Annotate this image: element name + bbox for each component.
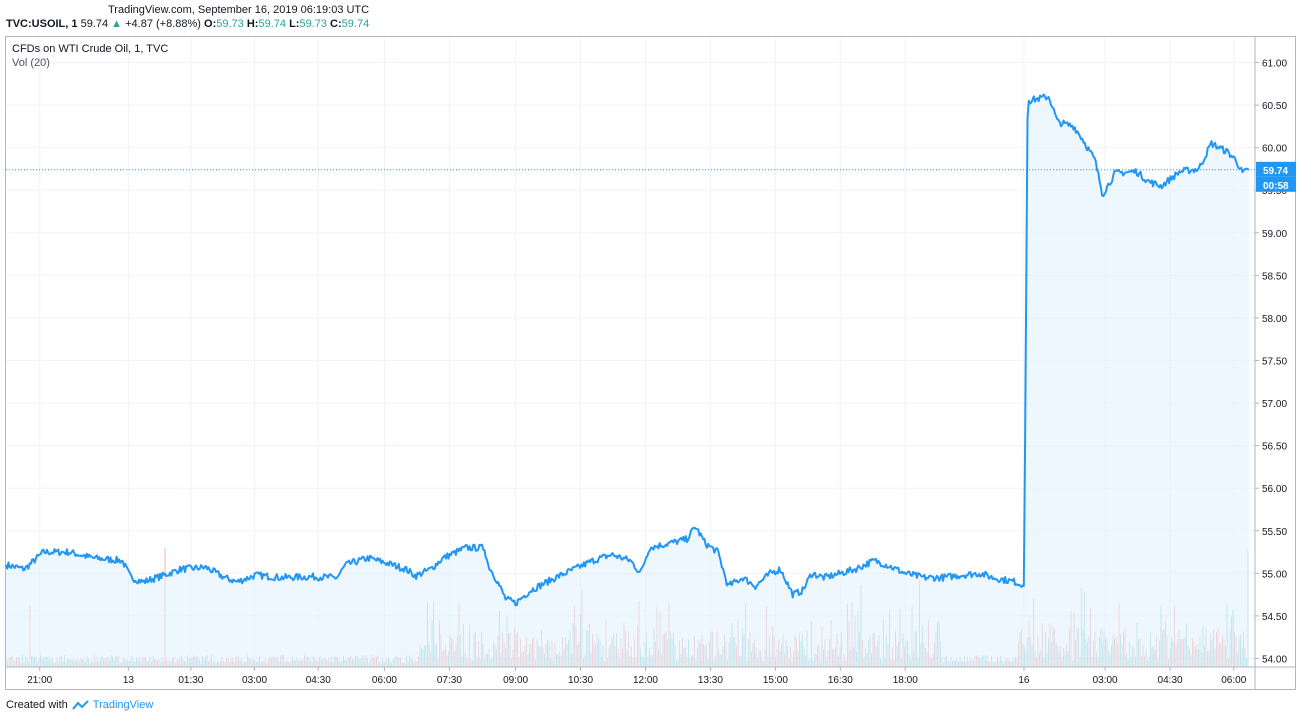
x-tick-label: 04:30 [306, 675, 331, 686]
x-tick-label: 13 [123, 675, 135, 686]
price-area-fill [6, 94, 1249, 668]
price-axis[interactable]: 61.0060.5060.0059.5059.0058.5058.0057.50… [1254, 37, 1287, 689]
y-tick-label: 58.50 [1262, 271, 1287, 282]
ohlc-bar: TVC:USOIL, 1 59.74 ▲ +4.87 (+8.88%) O:59… [6, 18, 369, 30]
x-tick-label: 16:30 [828, 675, 853, 686]
y-tick-label: 61.00 [1262, 59, 1287, 70]
last-price-label: 59.74 [1263, 166, 1288, 177]
x-tick-label: 10:30 [568, 675, 593, 686]
chart-frame[interactable] [5, 36, 1296, 690]
x-tick-label: 01:30 [178, 675, 203, 686]
x-tick-label: 18:00 [893, 675, 918, 686]
x-tick-label: 21:00 [27, 675, 52, 686]
y-tick-label: 60.00 [1262, 144, 1287, 155]
x-tick-label: 04:30 [1158, 675, 1183, 686]
close-label: C: [330, 18, 342, 30]
x-tick-label: 16 [1018, 675, 1030, 686]
volume-legend[interactable]: Vol (20) [12, 57, 50, 69]
last-price: 59.74 [80, 18, 109, 30]
countdown-badge [1256, 176, 1296, 192]
low-label: L: [289, 18, 300, 30]
x-tick-label: 03:00 [1093, 675, 1118, 686]
footer: Created with TradingView [6, 699, 153, 711]
last-price-badge [1256, 161, 1296, 177]
series-legend[interactable]: CFDs on WTI Crude Oil, 1, TVC [12, 43, 169, 55]
source-line: TradingView.com, September 16, 2019 06:1… [108, 4, 370, 16]
x-tick-label: 03:00 [242, 675, 267, 686]
y-tick-label: 55.00 [1262, 569, 1287, 580]
high-value: 59.74 [258, 18, 286, 30]
y-tick-label: 58.00 [1262, 314, 1287, 325]
open-value: 59.73 [216, 18, 244, 30]
x-tick-label: 15:00 [763, 675, 788, 686]
y-tick-label: 59.00 [1262, 229, 1287, 240]
price-area [5, 93, 1250, 668]
x-tick-label: 12:00 [633, 675, 658, 686]
y-tick-label: 56.50 [1262, 442, 1287, 453]
y-tick-label: 57.50 [1262, 357, 1287, 368]
x-tick-label: 13:30 [698, 675, 723, 686]
open-label: O: [204, 18, 217, 30]
x-tick-label: 07:30 [437, 675, 462, 686]
symbol: TVC:USOIL, 1 [6, 18, 78, 30]
created-with-label: Created with [6, 699, 68, 711]
y-tick-label: 56.00 [1262, 484, 1287, 495]
y-tick-label: 54.50 [1262, 612, 1287, 623]
y-tick-label: 54.00 [1262, 654, 1287, 665]
price-line [5, 93, 1250, 607]
low-value: 59.73 [299, 18, 327, 30]
y-tick-label: 60.50 [1262, 101, 1287, 112]
y-tick-label: 55.50 [1262, 527, 1287, 538]
x-tick-label: 06:00 [372, 675, 397, 686]
countdown-label: 00:58 [1263, 181, 1289, 192]
time-axis[interactable]: 21:00 13 01:30 03:00 04:30 06:00 07:30 09:00 10:… [6, 666, 1296, 686]
up-arrow-icon: ▲ [111, 18, 123, 30]
price-badges: 59.74 00:58 [6, 161, 1296, 192]
tradingview-logo-icon [71, 700, 89, 710]
high-label: H: [246, 18, 259, 30]
change: +4.87 (+8.88%) [125, 18, 201, 30]
close-value: 59.74 [341, 18, 370, 30]
tradingview-brand[interactable]: TradingView [92, 699, 154, 711]
y-tick-label: 57.00 [1262, 399, 1287, 410]
x-tick-label: 06:00 [1221, 675, 1246, 686]
x-tick-label: 09:00 [503, 675, 528, 686]
